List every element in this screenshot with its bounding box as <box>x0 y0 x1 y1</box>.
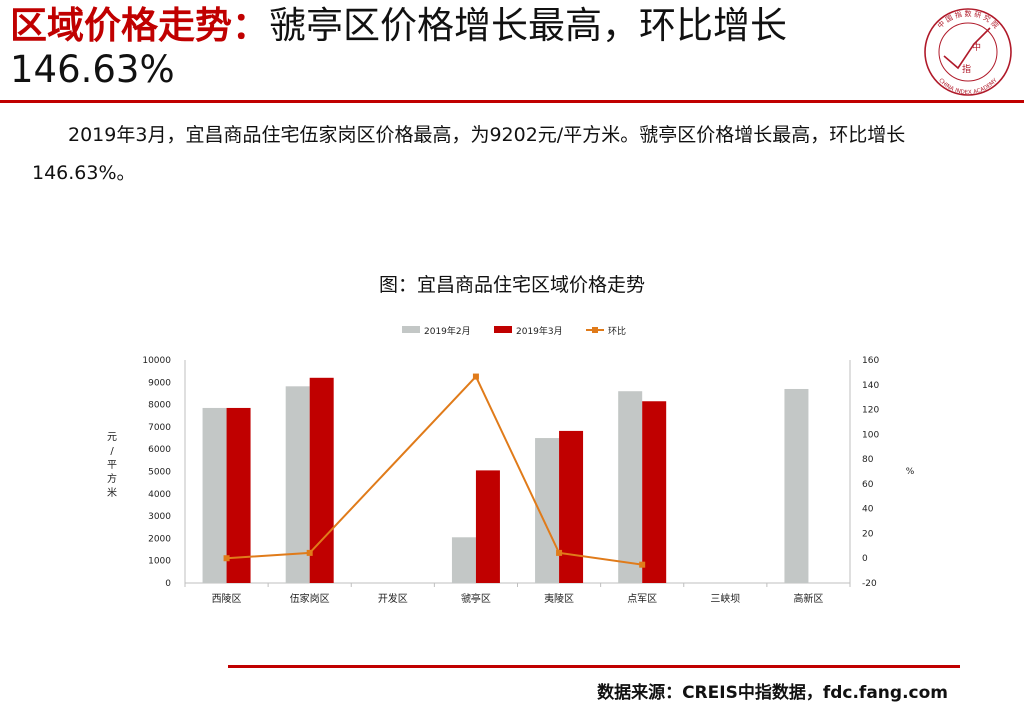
y-tick-label: 0 <box>165 579 171 589</box>
chart-title: 图：宜昌商品住宅区域价格走势 <box>378 274 645 296</box>
y2-axis-label: % <box>906 467 915 477</box>
x-tick-label: 点军区 <box>627 593 657 605</box>
y-tick-label: 8000 <box>148 401 171 411</box>
data-source: 数据来源：CREIS中指数据，fdc.fang.com <box>597 683 948 703</box>
y-tick-label: 5000 <box>148 468 171 478</box>
legend-label: 2019年2月 <box>424 325 471 337</box>
bar <box>309 377 334 583</box>
x-tick-label: 夷陵区 <box>544 592 574 605</box>
bar <box>285 386 310 583</box>
x-tick-label: 高新区 <box>793 592 823 605</box>
legend-marker <box>592 327 598 333</box>
y2-tick-label: 20 <box>862 529 874 539</box>
y-tick-label: 1000 <box>148 557 171 567</box>
y-tick-label: 3000 <box>148 512 171 522</box>
bar <box>642 401 667 583</box>
bar <box>618 391 643 583</box>
line-point <box>556 549 563 556</box>
legend-swatch <box>402 326 420 333</box>
line-point <box>639 561 646 568</box>
bar <box>226 407 251 583</box>
legend-swatch <box>494 326 512 333</box>
footer-divider <box>228 665 960 668</box>
y2-tick-label: -20 <box>862 579 877 589</box>
line-point <box>223 555 230 562</box>
x-tick-label: 三峡坝 <box>710 592 740 605</box>
y2-tick-label: 80 <box>862 455 874 465</box>
line-point <box>472 373 479 380</box>
y2-tick-label: 40 <box>862 505 874 515</box>
y2-tick-label: 120 <box>862 406 879 416</box>
y-tick-label: 6000 <box>148 445 171 455</box>
bar <box>202 407 227 583</box>
x-tick-label: 西陵区 <box>212 593 242 605</box>
y-axis-label: 平 <box>107 460 117 471</box>
y2-tick-label: 60 <box>862 480 874 490</box>
y-tick-label: 7000 <box>148 423 171 433</box>
y2-tick-label: 140 <box>862 381 879 391</box>
bar <box>784 388 809 583</box>
y-axis-label: 方 <box>107 472 117 485</box>
y-tick-label: 4000 <box>148 490 171 500</box>
bar <box>559 430 584 583</box>
title-rest: 虢亭区价格增长最高，环比增长146.63% <box>10 4 787 91</box>
logo-bottom-text: CHINA INDEX ACADEMY <box>937 77 999 96</box>
y-axis-label: 元 <box>107 432 117 443</box>
bar <box>475 470 500 583</box>
logo-center-text-2: 指 <box>962 63 971 75</box>
y2-tick-label: 100 <box>862 430 879 440</box>
title-accent: 区域价格走势： <box>10 4 269 47</box>
header-divider <box>0 100 1024 103</box>
x-tick-label: 开发区 <box>378 592 408 605</box>
logo-top-text: 中 国 指 数 研 究 院 <box>936 9 1001 30</box>
line-point <box>306 549 313 556</box>
y2-tick-label: 160 <box>862 356 879 366</box>
x-tick-label: 虢亭区 <box>461 592 491 605</box>
bar <box>451 537 476 583</box>
y-axis-label: / <box>110 446 114 457</box>
x-tick-label: 伍家岗区 <box>290 592 330 605</box>
intro-paragraph: 2019年3月，宜昌商品住宅伍家岗区价格最高，为9202元/平方米。虢亭区价格增… <box>32 124 906 184</box>
china-index-academy-logo: 中 指 中 国 指 数 研 究 院 CHINA INDEX ACADEMY <box>924 8 1012 96</box>
y-tick-label: 9000 <box>148 378 171 388</box>
y2-tick-label: 0 <box>862 554 868 564</box>
y-axis-label: 米 <box>107 486 117 499</box>
page-title: 区域价格走势：虢亭区价格增长最高，环比增长146.63% <box>10 4 915 92</box>
price-trend-chart: 0100020003000400050006000700080009000100… <box>107 325 915 605</box>
y-tick-label: 2000 <box>148 534 171 544</box>
y-tick-label: 10000 <box>142 356 171 366</box>
legend-label: 环比 <box>608 325 626 337</box>
logo-center-text: 中 <box>972 41 981 53</box>
legend-label: 2019年3月 <box>516 325 563 337</box>
